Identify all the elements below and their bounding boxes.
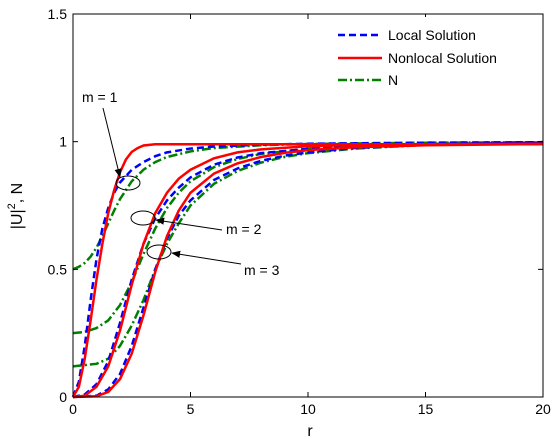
annotation-ellipse-m3 <box>146 244 172 260</box>
series-layer <box>71 140 544 399</box>
x-tick-label: 10 <box>300 401 316 417</box>
annotation-ellipse-m1 <box>115 175 141 191</box>
series-line-local-solution-m3 <box>72 141 544 399</box>
ticks-layer: 0 5 10 15 20 0 0.5 1 1.5 <box>48 6 551 417</box>
x-tick-label: 5 <box>187 401 195 417</box>
x-tick-label: 20 <box>535 401 551 417</box>
annotation-text-m1: m = 1 <box>82 89 118 105</box>
y-tick-label: 1 <box>59 134 67 150</box>
y-axis-label-sup: 2 <box>6 203 18 209</box>
series-line-n-m3 <box>72 141 544 368</box>
x-axis-label: r <box>307 423 313 439</box>
annotation-ellipse-m2 <box>130 210 156 226</box>
series-line-nonlocal-solution-m3 <box>72 142 544 399</box>
y-tick-label: 0 <box>59 389 67 405</box>
series-line-n-m1 <box>72 140 544 271</box>
y-tick-label: 0.5 <box>48 261 68 277</box>
series-line-local-solution-m2 <box>72 141 544 399</box>
series-line-local-solution-m1 <box>71 140 544 398</box>
annotation-arrow-m2 <box>155 217 223 231</box>
annotation-text-m2: m = 2 <box>226 221 262 237</box>
y-axis-label: |U|2, N <box>6 183 26 229</box>
annotations: m = 1 m = 2 m = 3 <box>82 89 280 278</box>
series-line-nonlocal-solution-m1 <box>71 142 543 398</box>
legend-label-local: Local Solution <box>388 27 476 43</box>
annotation-text-m3: m = 3 <box>244 262 280 278</box>
y-axis-label-main: |U| <box>9 209 26 229</box>
series-line-n-m2 <box>72 141 544 335</box>
legend-box <box>330 17 540 95</box>
series-line-nonlocal-solution-m2 <box>72 142 544 399</box>
legend: Local Solution Nonlocal Solution N <box>330 17 540 95</box>
y-axis-label-tail: , N <box>9 183 26 203</box>
annotation-arrow-m1 <box>102 107 122 178</box>
x-tick-label: 0 <box>69 401 77 417</box>
legend-label-n: N <box>388 72 398 88</box>
annotation-arrow-m3 <box>171 250 242 265</box>
x-tick-label: 15 <box>418 401 434 417</box>
y-tick-label: 1.5 <box>48 6 68 22</box>
legend-label-nonlocal: Nonlocal Solution <box>388 50 497 66</box>
